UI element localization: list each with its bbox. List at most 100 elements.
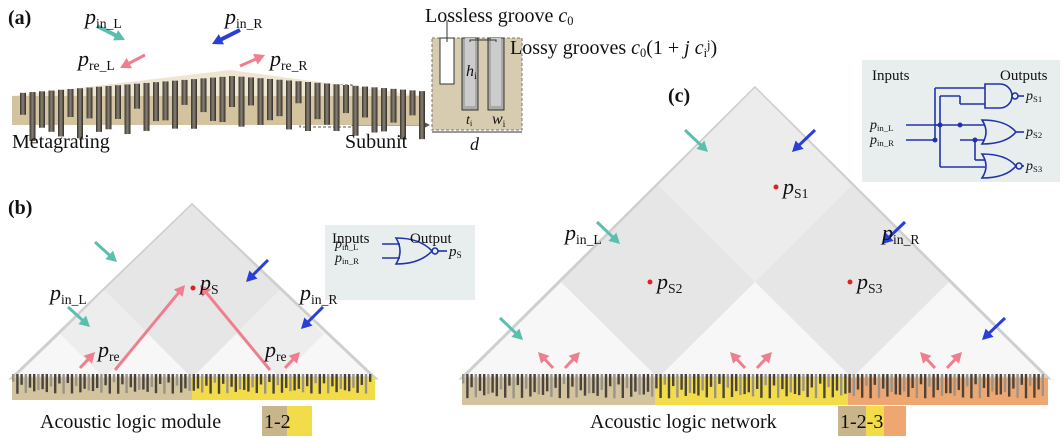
arrow xyxy=(95,242,117,262)
groove xyxy=(731,374,733,397)
groove xyxy=(899,374,901,395)
label: Lossless groove c0 xyxy=(425,5,573,28)
groove xyxy=(718,374,720,384)
groove xyxy=(348,374,350,391)
groove xyxy=(798,374,800,395)
groove xyxy=(974,374,976,384)
groove xyxy=(327,374,329,393)
groove xyxy=(512,374,514,398)
groove xyxy=(727,374,729,388)
arrow-shaft xyxy=(219,30,240,40)
groove xyxy=(785,374,787,396)
groove xyxy=(251,374,253,387)
label-part: p xyxy=(655,269,668,294)
label: Outputs xyxy=(1000,68,1048,84)
label-part: p xyxy=(880,220,893,245)
groove xyxy=(1029,374,1031,386)
arrow xyxy=(240,54,265,66)
groove xyxy=(362,87,368,118)
groove xyxy=(210,78,216,121)
groove xyxy=(466,374,468,398)
groove xyxy=(180,374,182,393)
groove xyxy=(1042,374,1044,396)
label-part: p xyxy=(563,220,576,245)
groove xyxy=(689,374,691,393)
groove xyxy=(613,374,615,398)
label-part: 0 xyxy=(567,14,573,28)
groove xyxy=(693,374,695,394)
groove xyxy=(20,93,26,115)
groove xyxy=(580,374,582,390)
groove xyxy=(945,374,947,393)
groove xyxy=(651,374,653,397)
groove xyxy=(529,374,531,397)
groove xyxy=(672,374,674,386)
groove xyxy=(483,374,485,395)
groove xyxy=(39,91,45,127)
groove xyxy=(550,374,552,397)
groove xyxy=(49,91,55,132)
groove xyxy=(324,84,330,125)
groove xyxy=(953,374,955,396)
arrow xyxy=(212,30,240,44)
lossy-groove xyxy=(491,38,501,106)
groove xyxy=(267,79,273,120)
groove xyxy=(372,87,378,132)
groove xyxy=(391,89,397,123)
groove xyxy=(1021,374,1023,385)
groove xyxy=(840,374,842,395)
groove xyxy=(167,374,169,383)
label-part: p xyxy=(223,4,236,29)
groove xyxy=(79,374,81,392)
groove xyxy=(113,374,115,382)
groove xyxy=(701,374,703,390)
groove xyxy=(559,374,561,398)
groove xyxy=(756,374,758,389)
label-part: p xyxy=(298,280,311,305)
groove xyxy=(229,76,235,107)
groove xyxy=(247,374,249,392)
groove xyxy=(844,374,846,394)
label: Lossy grooves c0(1 + j cij) xyxy=(510,37,717,60)
label-part: S1 xyxy=(794,186,808,201)
label-part: p xyxy=(869,133,877,148)
groove xyxy=(697,374,699,396)
groove xyxy=(752,374,754,396)
label-part: p xyxy=(263,337,276,362)
groove xyxy=(33,374,35,391)
groove xyxy=(882,374,884,389)
groove xyxy=(302,374,304,392)
groove xyxy=(517,374,519,385)
groove xyxy=(748,374,750,392)
groove xyxy=(104,374,106,385)
groove xyxy=(272,374,274,394)
label-part: ) xyxy=(711,37,718,59)
groove xyxy=(962,374,964,397)
groove xyxy=(277,374,279,385)
groove xyxy=(676,374,678,398)
groove xyxy=(381,88,387,131)
label: Acoustic logic network xyxy=(590,411,777,433)
groove xyxy=(685,374,687,396)
label: (b) xyxy=(8,197,32,219)
label-part: S3 xyxy=(868,281,883,296)
groove xyxy=(630,374,632,397)
label: pin_L xyxy=(48,280,87,307)
groove xyxy=(220,77,226,122)
groove xyxy=(643,374,645,395)
groove xyxy=(571,374,573,387)
groove xyxy=(819,374,821,384)
tag-bg xyxy=(884,406,906,436)
groove xyxy=(790,374,792,392)
groove xyxy=(714,374,716,398)
label-part: p xyxy=(268,46,281,71)
groove xyxy=(209,374,211,394)
groove xyxy=(680,374,682,390)
arrow-shaft xyxy=(685,130,702,146)
label-part: p xyxy=(198,270,211,295)
label-part: p xyxy=(48,280,61,305)
groove xyxy=(869,374,871,398)
label: pin_R xyxy=(880,220,920,247)
groove xyxy=(96,374,98,388)
groove xyxy=(172,81,178,129)
